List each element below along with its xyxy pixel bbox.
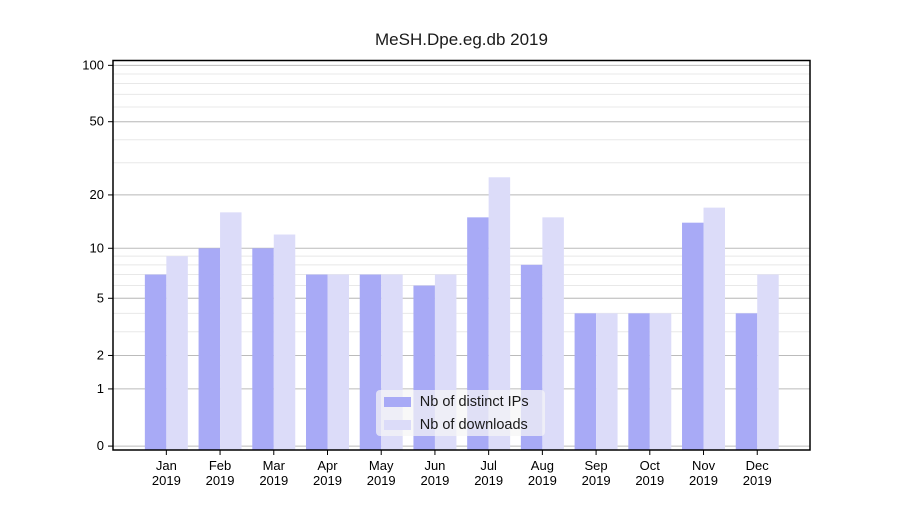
svg-text:2: 2 xyxy=(97,347,104,362)
svg-text:2019: 2019 xyxy=(474,473,503,488)
svg-text:Nov: Nov xyxy=(692,458,716,473)
svg-text:Aug: Aug xyxy=(531,458,554,473)
svg-text:2019: 2019 xyxy=(367,473,396,488)
svg-text:20: 20 xyxy=(90,187,104,202)
svg-text:10: 10 xyxy=(90,240,104,255)
svg-text:Jun: Jun xyxy=(424,458,445,473)
svg-text:2019: 2019 xyxy=(206,473,235,488)
svg-text:0: 0 xyxy=(97,438,104,453)
svg-text:2019: 2019 xyxy=(420,473,449,488)
svg-text:100: 100 xyxy=(82,57,104,72)
svg-text:50: 50 xyxy=(90,114,104,129)
svg-text:2019: 2019 xyxy=(528,473,557,488)
svg-text:2019: 2019 xyxy=(152,473,181,488)
svg-text:May: May xyxy=(369,458,394,473)
svg-text:2019: 2019 xyxy=(313,473,342,488)
svg-text:Oct: Oct xyxy=(640,458,661,473)
svg-text:MeSH.Dpe.eg.db 2019: MeSH.Dpe.eg.db 2019 xyxy=(375,30,548,49)
svg-text:2019: 2019 xyxy=(743,473,772,488)
svg-text:Dec: Dec xyxy=(746,458,770,473)
svg-text:Feb: Feb xyxy=(209,458,231,473)
svg-text:2019: 2019 xyxy=(689,473,718,488)
svg-text:Apr: Apr xyxy=(317,458,338,473)
svg-text:Sep: Sep xyxy=(585,458,608,473)
svg-text:2019: 2019 xyxy=(259,473,288,488)
svg-text:5: 5 xyxy=(97,290,104,305)
svg-text:1: 1 xyxy=(97,381,104,396)
svg-text:Jan: Jan xyxy=(156,458,177,473)
svg-text:2019: 2019 xyxy=(635,473,664,488)
svg-text:Jul: Jul xyxy=(480,458,497,473)
svg-text:2019: 2019 xyxy=(582,473,611,488)
svg-text:Mar: Mar xyxy=(263,458,286,473)
